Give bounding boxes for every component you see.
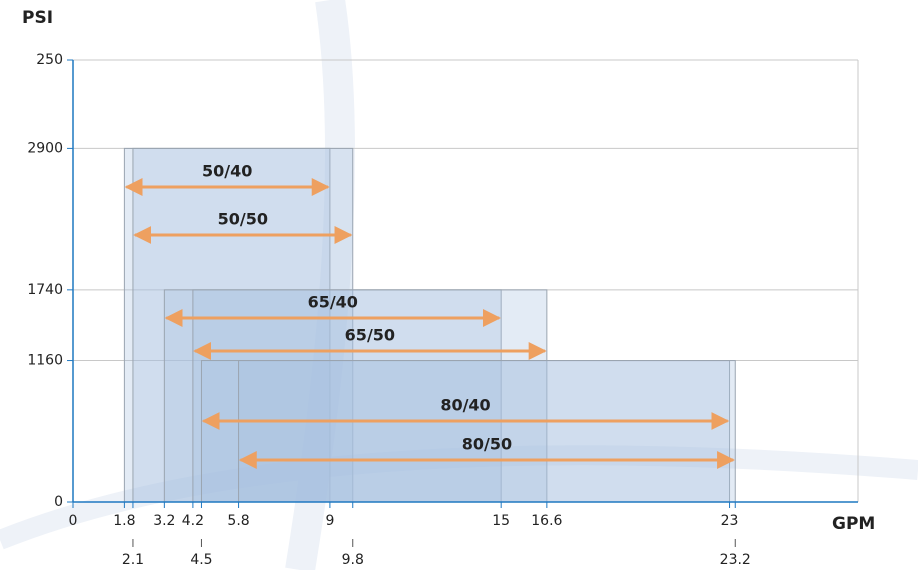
x-axis-label: GPM	[832, 514, 875, 534]
range-label: 65/50	[345, 326, 395, 345]
range-label: 50/40	[202, 162, 252, 181]
y-tick-label: 250	[36, 52, 63, 68]
x-tick-label: 23	[721, 513, 739, 529]
range-label: 50/50	[218, 210, 268, 229]
x-tick-label: 1.8	[113, 513, 135, 529]
range-block	[200, 360, 731, 503]
x-tick-label: 5.8	[227, 513, 249, 529]
y-tick-label: 0	[54, 494, 63, 510]
x-tick-label: 9	[325, 513, 334, 529]
y-tick-label: 2900	[27, 140, 63, 156]
y-tick-label: 1740	[27, 282, 63, 298]
x-tick-label: 4.2	[182, 513, 204, 529]
x-tick-label: 9.8	[342, 552, 364, 568]
x-tick-label: 2.1	[122, 552, 144, 568]
x-tick-label: 3.2	[153, 513, 175, 529]
y-axis-label: PSI	[22, 8, 53, 28]
x-tick-label: 0	[69, 513, 78, 529]
y-tick-label: 1160	[27, 353, 63, 369]
x-tick-label: 4.5	[190, 552, 212, 568]
range-block	[238, 360, 736, 503]
range-label: 80/40	[440, 396, 490, 415]
x-tick-label: 16.6	[531, 513, 562, 529]
range-label: 65/40	[308, 293, 358, 312]
x-tick-label: 23.2	[720, 552, 751, 568]
x-tick-label: 15	[492, 513, 510, 529]
range-label: 80/50	[462, 435, 512, 454]
